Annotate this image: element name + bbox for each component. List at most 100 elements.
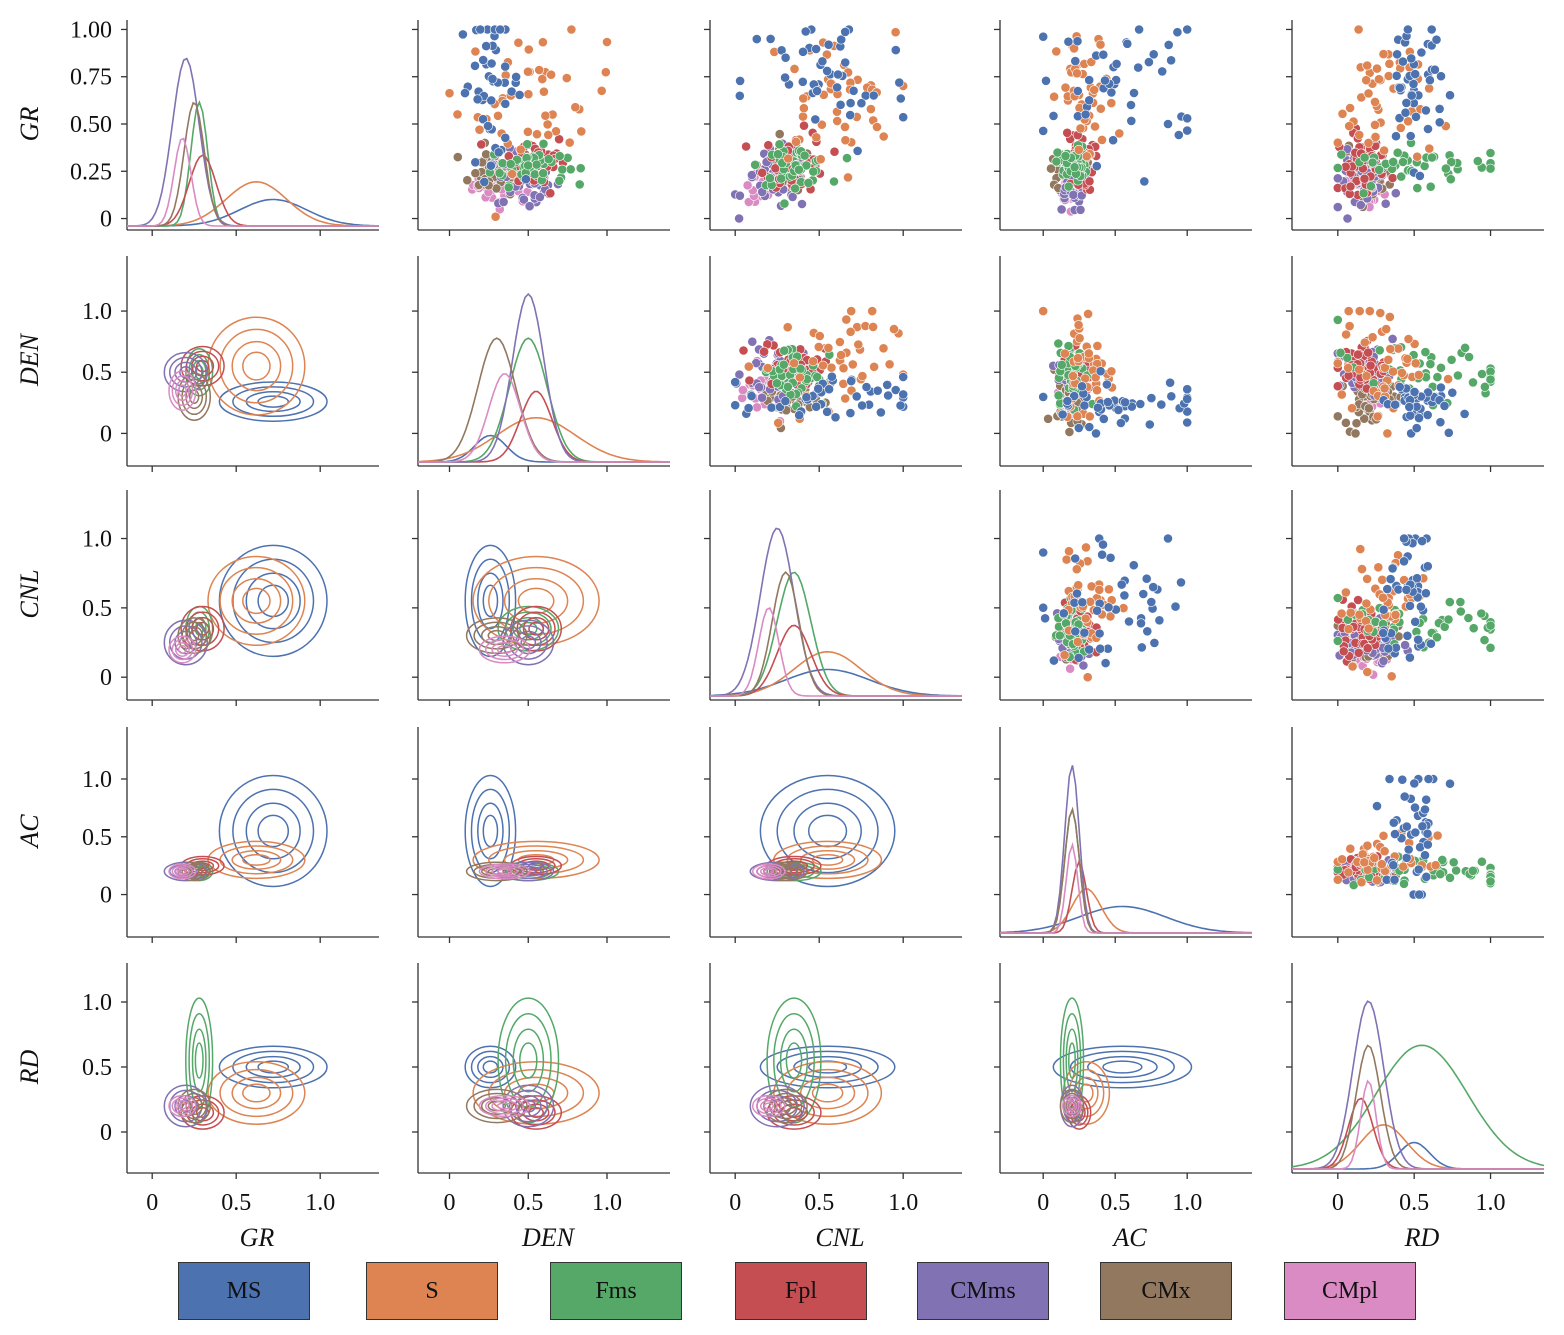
point-ms (898, 372, 909, 382)
x-tick-label: 1.0 (305, 1190, 335, 1216)
point-ms (1414, 413, 1424, 423)
point-ms (1173, 130, 1184, 140)
point-ms (1420, 804, 1430, 815)
point-ms (1062, 396, 1073, 406)
point-fms (1432, 632, 1442, 643)
point-s (1373, 562, 1384, 573)
kde-curve-s (417, 417, 671, 463)
contour-cmpl (763, 1102, 775, 1110)
point-s (1073, 580, 1084, 591)
point-s (1377, 574, 1388, 585)
point-s (798, 111, 808, 122)
point-ms (495, 24, 506, 35)
point-ms (836, 34, 847, 45)
point-fms (750, 159, 760, 170)
contour-cmx (465, 861, 528, 882)
point-ms (1094, 628, 1105, 639)
point-fms (773, 149, 783, 160)
point-fms (1485, 620, 1496, 631)
point-ms (1095, 366, 1106, 377)
point-ms (801, 392, 812, 403)
contour-cmms (520, 1099, 537, 1113)
point-fms (1435, 869, 1446, 879)
point-s (523, 89, 534, 100)
point-s (1106, 366, 1117, 377)
panel-rd-gr (121, 963, 379, 1179)
point-ms (1436, 71, 1446, 82)
contour-ms (776, 1050, 879, 1084)
contour-s (231, 340, 282, 392)
point-fms (1420, 347, 1431, 357)
point-ms (780, 396, 791, 406)
contour-cmx (465, 617, 528, 655)
point-s (1357, 849, 1368, 860)
pair-plot: 00.250.500.751.00GR00.51.0DEN00.51.0CNL0… (15, 17, 1545, 1252)
kde-curve-ms (999, 905, 1253, 934)
point-ms (1126, 100, 1136, 110)
point-ms (1057, 409, 1068, 420)
point-s (799, 103, 809, 114)
point-ms (1091, 161, 1102, 171)
point-s (1073, 144, 1084, 155)
point-ms (1100, 75, 1110, 86)
point-s (1060, 82, 1071, 93)
point-fms (557, 164, 568, 175)
contour-ms (218, 544, 328, 658)
point-ms (460, 88, 470, 98)
point-ms (1422, 561, 1433, 572)
point-ms (1148, 49, 1159, 60)
contour-cmx (465, 1088, 528, 1124)
point-ms (1414, 889, 1425, 900)
point-fpl (1362, 643, 1373, 654)
point-s (1059, 650, 1070, 660)
point-fms (1060, 150, 1071, 161)
point-fms (1332, 314, 1343, 325)
point-ms (868, 90, 879, 101)
point-ms (1436, 382, 1446, 393)
point-s (1094, 584, 1105, 595)
contour-ms (245, 802, 301, 860)
contour-s (231, 1076, 282, 1110)
point-s (1038, 306, 1049, 316)
point-fpl (1365, 360, 1376, 371)
point-ms (898, 389, 909, 400)
contour-cmx (768, 863, 803, 880)
point-cmpl (1065, 663, 1075, 674)
point-s (1345, 103, 1355, 113)
point-ms (734, 90, 745, 101)
point-fms (1455, 597, 1466, 607)
point-ms (1385, 574, 1396, 584)
point-fms (1358, 188, 1369, 199)
point-s (1362, 840, 1373, 851)
point-ms (1421, 105, 1431, 116)
point-s (1370, 97, 1380, 107)
contour-fms (194, 1042, 204, 1079)
point-s (1364, 306, 1375, 316)
contour-s (799, 1076, 856, 1110)
point-ms (1431, 34, 1442, 45)
point-fms (1051, 156, 1062, 167)
contour-cmpl (1066, 1100, 1078, 1112)
point-ms (1072, 36, 1083, 47)
point-s (889, 324, 899, 334)
point-s (789, 64, 800, 74)
point-ms (1163, 119, 1173, 129)
contour-s (231, 577, 282, 624)
point-ms (1382, 584, 1393, 594)
point-s (1336, 608, 1347, 619)
point-ms (1116, 418, 1126, 428)
point-ms (1084, 644, 1095, 655)
point-cmms (1390, 188, 1401, 199)
contour-ms (776, 788, 879, 874)
panel-cnl-den (412, 490, 670, 706)
contour-cmpl (174, 380, 190, 402)
point-s (1064, 546, 1074, 557)
point-s (868, 321, 878, 332)
contour-cmms (514, 866, 542, 877)
contour-cmpl (168, 370, 197, 411)
point-s (1378, 49, 1389, 59)
point-cmms (734, 369, 745, 380)
contour-s (207, 1061, 306, 1125)
point-s (546, 69, 556, 80)
point-ms (848, 85, 859, 96)
